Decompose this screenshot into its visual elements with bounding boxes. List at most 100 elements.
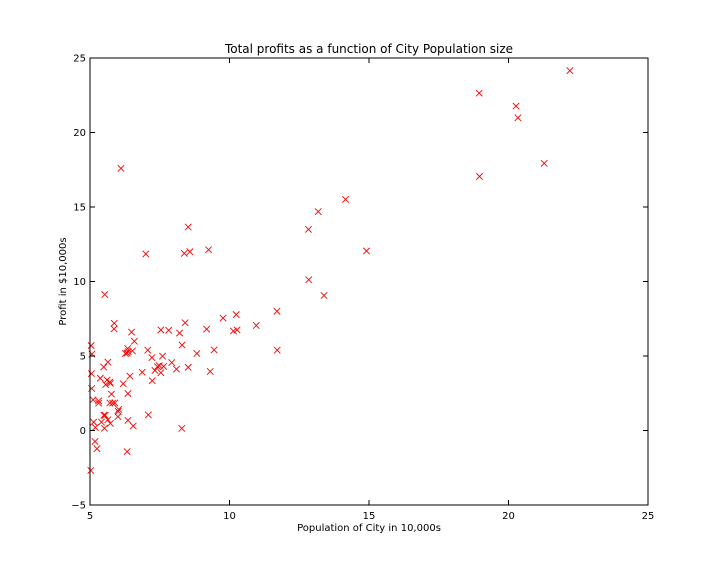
data-point bbox=[100, 424, 109, 432]
data-point bbox=[124, 345, 132, 353]
y-axis-ticks: −5 0 5 10 15 20 25 bbox=[71, 54, 648, 512]
data-point bbox=[142, 250, 150, 258]
y-tick-label: 5 bbox=[80, 352, 86, 363]
data-point bbox=[97, 418, 105, 426]
data-point bbox=[100, 411, 108, 419]
data-point bbox=[233, 326, 241, 334]
data-point bbox=[87, 466, 95, 474]
data-point bbox=[106, 419, 114, 427]
data-point bbox=[475, 89, 483, 97]
data-point bbox=[91, 424, 99, 432]
data-point bbox=[101, 290, 109, 298]
data-point bbox=[304, 225, 312, 233]
data-point bbox=[148, 354, 156, 362]
data-point bbox=[180, 249, 188, 257]
y-tick-label: 20 bbox=[73, 128, 86, 139]
data-point bbox=[104, 358, 112, 366]
data-point bbox=[305, 276, 313, 284]
data-point bbox=[540, 159, 548, 167]
data-point bbox=[172, 365, 181, 373]
data-point bbox=[342, 195, 350, 203]
data-point bbox=[117, 164, 125, 172]
data-point bbox=[109, 399, 117, 407]
data-point bbox=[128, 328, 136, 336]
y-tick-label: 0 bbox=[80, 426, 86, 437]
data-point bbox=[153, 363, 162, 371]
data-point bbox=[144, 346, 152, 354]
data-point bbox=[320, 291, 328, 300]
data-point bbox=[87, 342, 95, 350]
data-point bbox=[124, 416, 132, 424]
data-point bbox=[514, 114, 522, 122]
data-point bbox=[151, 366, 159, 374]
y-tick-label: 10 bbox=[73, 277, 86, 288]
y-tick-label: 15 bbox=[73, 203, 86, 214]
data-point bbox=[115, 405, 123, 413]
data-point bbox=[95, 399, 103, 407]
data-point bbox=[144, 411, 152, 419]
data-point bbox=[126, 372, 134, 380]
data-point bbox=[93, 445, 101, 453]
y-tick-label: −5 bbox=[71, 501, 86, 512]
data-point bbox=[138, 368, 146, 376]
data-point bbox=[566, 67, 574, 75]
data-point bbox=[106, 399, 114, 407]
data-point bbox=[124, 390, 132, 398]
data-point bbox=[100, 363, 108, 371]
x-tick-label: 10 bbox=[223, 511, 236, 522]
data-point bbox=[95, 397, 103, 405]
data-point bbox=[121, 349, 129, 357]
data-point bbox=[273, 346, 281, 354]
x-axis-label: Population of City in 10,000s bbox=[297, 523, 441, 534]
data-point bbox=[114, 407, 122, 415]
data-point bbox=[157, 326, 165, 334]
data-point bbox=[148, 377, 156, 385]
data-point bbox=[111, 399, 119, 407]
data-point bbox=[87, 370, 95, 378]
data-point bbox=[206, 367, 214, 376]
data-point bbox=[186, 248, 194, 256]
data-point bbox=[362, 247, 371, 255]
data-point bbox=[181, 319, 189, 327]
data-point bbox=[178, 341, 186, 349]
data-point bbox=[96, 374, 104, 382]
data-point bbox=[184, 363, 192, 371]
data-point bbox=[91, 438, 99, 446]
data-point bbox=[89, 396, 97, 404]
data-point bbox=[210, 346, 218, 354]
data-point bbox=[129, 422, 137, 430]
data-point bbox=[130, 337, 138, 345]
data-point bbox=[232, 311, 240, 319]
data-point bbox=[205, 246, 213, 254]
data-point bbox=[123, 448, 131, 456]
data-point bbox=[160, 362, 168, 370]
data-point bbox=[128, 347, 136, 355]
data-point bbox=[184, 223, 192, 231]
data-point bbox=[475, 172, 484, 180]
data-point bbox=[102, 381, 110, 389]
data-point bbox=[110, 325, 118, 333]
data-point bbox=[193, 349, 201, 357]
data-point bbox=[114, 413, 122, 421]
x-tick-label: 20 bbox=[502, 511, 515, 522]
data-point bbox=[101, 411, 109, 419]
data-point bbox=[203, 325, 211, 333]
x-axis-ticks: 5 10 15 20 25 bbox=[87, 58, 655, 522]
data-point bbox=[157, 369, 165, 377]
data-point bbox=[168, 359, 176, 367]
data-point bbox=[107, 390, 116, 398]
x-tick-label: 5 bbox=[87, 511, 93, 522]
chart-title: Total profits as a function of City Popu… bbox=[224, 42, 513, 56]
data-point bbox=[512, 102, 520, 110]
data-point bbox=[176, 329, 184, 337]
data-point bbox=[178, 424, 186, 432]
data-point bbox=[103, 376, 111, 384]
data-point bbox=[314, 208, 322, 216]
data-point bbox=[119, 380, 127, 388]
data-point bbox=[165, 326, 173, 334]
x-tick-label: 15 bbox=[363, 511, 376, 522]
data-point bbox=[219, 314, 227, 322]
x-tick-label: 25 bbox=[642, 511, 655, 522]
data-point bbox=[90, 418, 98, 426]
